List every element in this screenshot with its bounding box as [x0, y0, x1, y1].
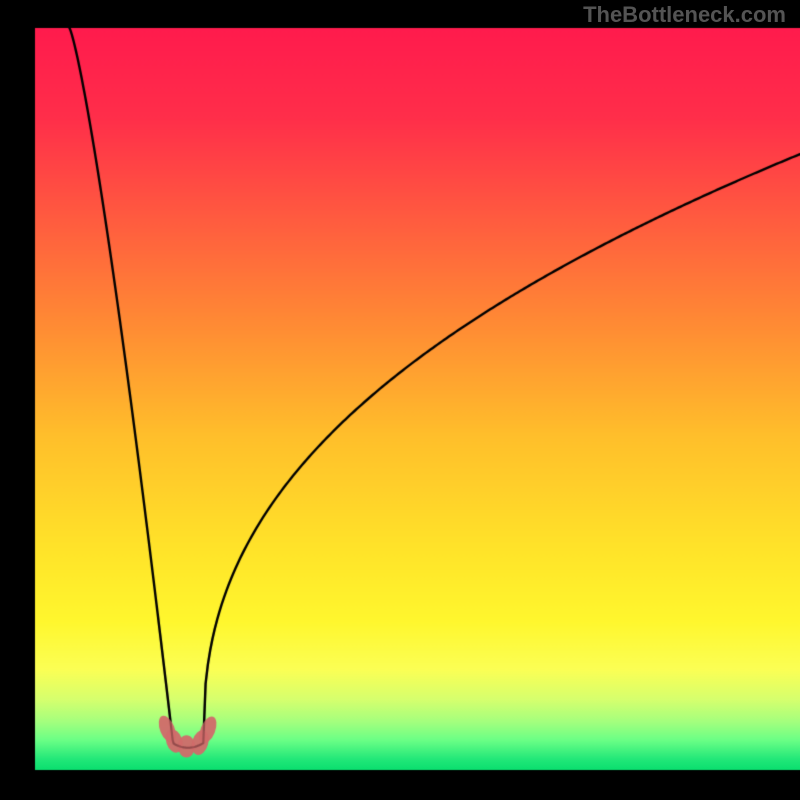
chart-container: TheBottleneck.com: [0, 0, 800, 800]
bottleneck-chart-canvas: [0, 0, 800, 800]
watermark-text: TheBottleneck.com: [583, 2, 786, 28]
